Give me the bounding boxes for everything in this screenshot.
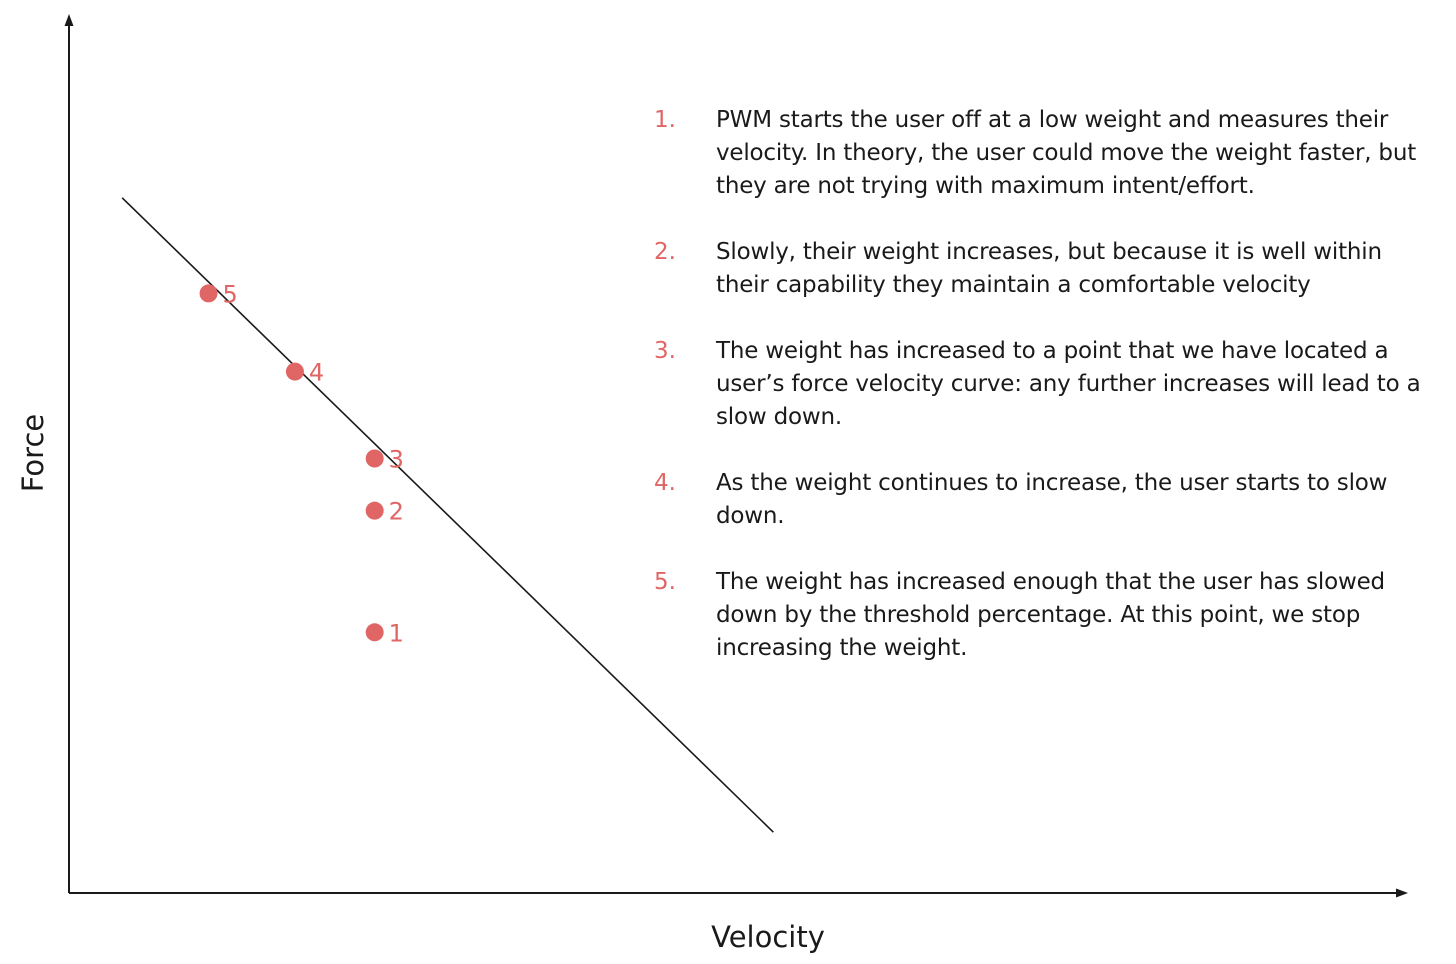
explanation-text: As the weight continues to increase, the… [716, 470, 1388, 529]
data-point-4: 4 [285, 359, 324, 387]
explanation-item: 4. As the weight continues to increase, t… [650, 467, 1440, 533]
point-marker [365, 501, 384, 520]
data-point-2: 2 [365, 498, 404, 526]
explanation-list: 1. PWM starts the user off at a low weigh… [650, 104, 1440, 665]
explanation-number: 3. [654, 338, 676, 364]
point-marker [365, 449, 384, 468]
explanation-item: 1. PWM starts the user off at a low weigh… [650, 104, 1440, 203]
y-axis-arrow [64, 14, 74, 26]
point-label: 5 [223, 280, 238, 308]
data-points: 1 2 3 4 5 [199, 280, 404, 647]
explanation-number: 5. [654, 569, 676, 595]
point-label: 3 [389, 446, 404, 474]
explanation-item: 5. The weight has increased enough that t… [650, 566, 1440, 665]
explanation-number: 4. [654, 470, 676, 496]
explanation-item: 2. Slowly, their weight increases, but be… [650, 236, 1440, 302]
x-axis-title: Velocity [711, 920, 825, 954]
explanation-number: 1. [654, 107, 676, 133]
x-axis-arrow [1396, 888, 1408, 898]
data-point-1: 1 [365, 619, 404, 647]
point-label: 1 [389, 619, 404, 647]
point-marker [365, 623, 384, 642]
data-point-3: 3 [365, 446, 404, 474]
trend-line [121, 197, 774, 833]
explanation-text: The weight has increased enough that the… [716, 569, 1385, 661]
y-axis-title: Force [16, 414, 50, 492]
explanation-number: 2. [654, 239, 676, 265]
data-point-5: 5 [199, 280, 238, 308]
axes [64, 14, 1408, 898]
explanation-text: PWM starts the user off at a low weight … [716, 107, 1417, 199]
explanation-text: Slowly, their weight increases, but beca… [716, 239, 1382, 298]
point-marker [199, 284, 218, 303]
explanation-item: 3. The weight has increased to a point th… [650, 335, 1440, 434]
explanation-text: The weight has increased to a point that… [716, 338, 1421, 430]
point-label: 2 [389, 498, 404, 526]
point-label: 4 [309, 359, 324, 387]
point-marker [285, 362, 304, 381]
